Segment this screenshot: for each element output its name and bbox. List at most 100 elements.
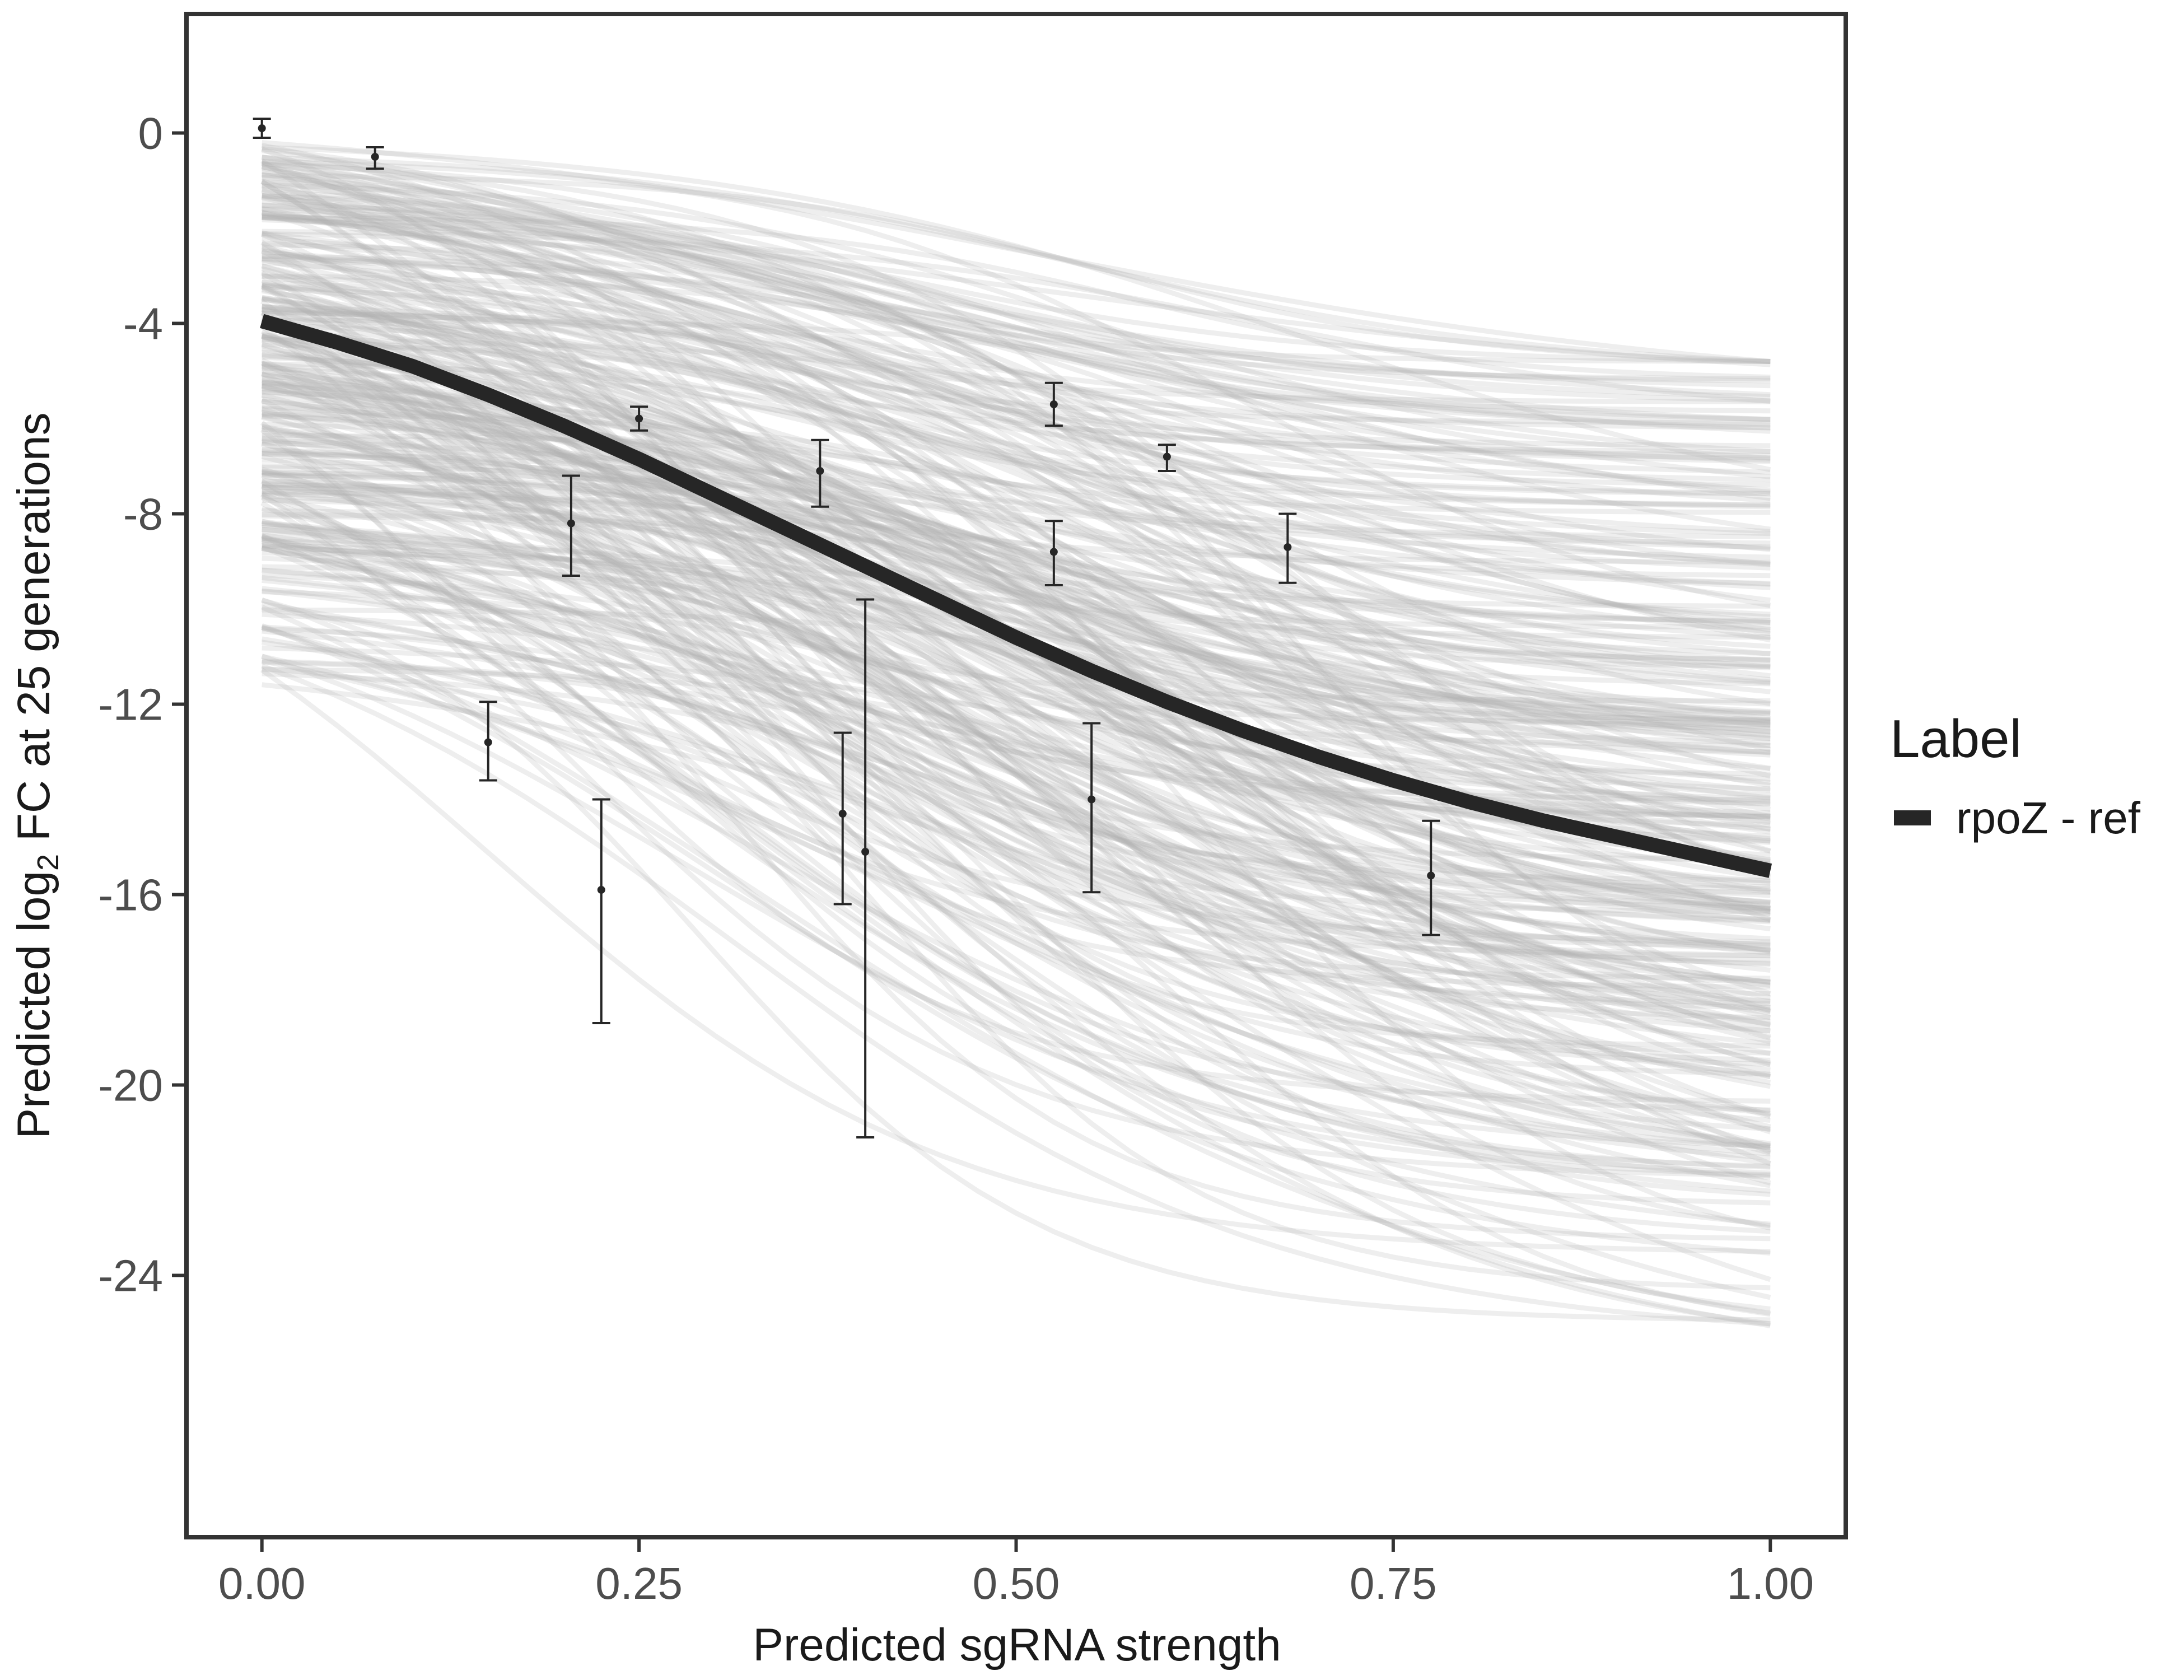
posterior-draw-line bbox=[262, 215, 1771, 479]
posterior-draw-line bbox=[261, 454, 1771, 1161]
posterior-draw-line bbox=[260, 544, 1771, 1328]
posterior-draw-line bbox=[261, 278, 1771, 807]
posterior-draw-line bbox=[262, 482, 1771, 911]
posterior-draw-line bbox=[262, 513, 1771, 1056]
posterior-draw-line bbox=[260, 158, 1771, 832]
posterior-draw-line bbox=[261, 361, 1771, 755]
posterior-draw-line bbox=[261, 346, 1771, 1020]
posterior-draw-line bbox=[260, 316, 1771, 892]
posterior-draw-line bbox=[262, 231, 1771, 1014]
data-point bbox=[811, 438, 829, 508]
posterior-draw-line bbox=[261, 206, 1771, 449]
posterior-draw-line bbox=[262, 628, 1771, 1156]
posterior-draw-line bbox=[262, 412, 1771, 843]
posterior-draw-line bbox=[262, 519, 1771, 1291]
posterior-draw-line bbox=[262, 295, 1771, 741]
posterior-draw-line bbox=[262, 353, 1771, 914]
x-tick-label: 1.00 bbox=[1726, 1558, 1814, 1608]
posterior-draw-line bbox=[262, 612, 1771, 1015]
point-marker bbox=[567, 519, 575, 528]
x-tick-label: 0.75 bbox=[1350, 1558, 1437, 1608]
data-point bbox=[1082, 722, 1101, 894]
posterior-draw-line bbox=[262, 256, 1771, 863]
posterior-draw-line bbox=[260, 398, 1771, 1024]
posterior-draw-line bbox=[260, 282, 1771, 956]
posterior-draw-line bbox=[262, 273, 1771, 932]
posterior-draw-line bbox=[261, 333, 1771, 895]
point-marker bbox=[816, 467, 824, 475]
posterior-draw-line bbox=[262, 213, 1771, 706]
posterior-draw-line bbox=[262, 393, 1771, 985]
posterior-draw-line bbox=[262, 472, 1771, 727]
posterior-draw-line bbox=[260, 484, 1771, 1178]
posterior-draw-line bbox=[262, 550, 1771, 824]
data-point bbox=[592, 798, 610, 1024]
posterior-draw-line bbox=[261, 343, 1771, 984]
posterior-draw-line bbox=[261, 426, 1771, 1186]
posterior-draw-line bbox=[262, 236, 1771, 501]
posterior-draw-line bbox=[262, 184, 1771, 668]
posterior-draw-line bbox=[262, 155, 1771, 381]
posterior-draw-line bbox=[262, 526, 1771, 988]
posterior-draw-line bbox=[261, 545, 1771, 1006]
posterior-draw-line bbox=[262, 512, 1771, 670]
posterior-draw-line bbox=[261, 383, 1771, 958]
posterior-draw-line bbox=[261, 263, 1771, 911]
posterior-draw-line bbox=[262, 210, 1771, 399]
posterior-draw-line bbox=[262, 144, 1771, 473]
posterior-draw-line bbox=[262, 155, 1771, 364]
posterior-draw-line bbox=[262, 318, 1771, 493]
posterior-draw-line bbox=[262, 255, 1771, 422]
posterior-draw-line bbox=[261, 441, 1771, 725]
posterior-draw-line bbox=[260, 240, 1771, 862]
posterior-draw-line bbox=[262, 193, 1771, 879]
posterior-draw-line bbox=[262, 659, 1771, 1317]
posterior-draw-line bbox=[262, 310, 1771, 643]
point-marker bbox=[371, 153, 379, 161]
posterior-draw-line bbox=[262, 318, 1771, 551]
posterior-draw-line bbox=[261, 415, 1771, 907]
posterior-draw-line bbox=[260, 501, 1771, 1180]
posterior-draw-line bbox=[260, 249, 1771, 640]
fit-line-rpoz-ref bbox=[260, 314, 1772, 878]
posterior-draw-line bbox=[262, 413, 1771, 954]
point-marker bbox=[1049, 400, 1058, 408]
point-marker bbox=[1088, 795, 1096, 804]
posterior-draw-line bbox=[261, 410, 1771, 1170]
posterior-draw-line bbox=[261, 493, 1771, 782]
y-axis-title-suffix: FC at 25 generations bbox=[8, 412, 59, 854]
posterior-draw-line bbox=[262, 304, 1771, 752]
posterior-draw-line bbox=[261, 209, 1771, 728]
posterior-draw-line bbox=[261, 164, 1771, 923]
posterior-draw-line bbox=[261, 466, 1771, 1242]
point-marker bbox=[597, 886, 605, 894]
posterior-draw-line bbox=[261, 183, 1771, 431]
posterior-draw-line bbox=[262, 538, 1771, 725]
posterior-draw-line bbox=[262, 473, 1771, 954]
posterior-draw-line bbox=[261, 245, 1771, 963]
posterior-draw-line bbox=[261, 188, 1771, 464]
posterior-draw-line bbox=[261, 331, 1771, 1049]
posterior-draw-line bbox=[262, 624, 1771, 1197]
data-point bbox=[1158, 444, 1176, 472]
posterior-draw-line bbox=[262, 160, 1771, 670]
posterior-draw-line bbox=[262, 489, 1771, 1079]
posterior-draw-line bbox=[262, 384, 1771, 546]
posterior-draw-line bbox=[262, 426, 1771, 1149]
posterior-draw-line bbox=[261, 393, 1771, 1020]
posterior-draw-line bbox=[261, 473, 1771, 967]
posterior-draw-line bbox=[260, 284, 1771, 912]
posterior-draw-line bbox=[260, 668, 1771, 1254]
posterior-draw-line bbox=[262, 535, 1771, 694]
posterior-draw-line bbox=[261, 288, 1771, 458]
posterior-draw-line bbox=[262, 626, 1771, 953]
y-axis-title-prefix: Predicted log bbox=[8, 871, 59, 1139]
posterior-draw-line bbox=[262, 283, 1771, 475]
y-axis: 0 -4 -8 -12 -16 -20 -24 bbox=[98, 109, 184, 1301]
posterior-draw-line bbox=[262, 521, 1771, 1312]
posterior-draw-line bbox=[260, 360, 1771, 802]
posterior-draw-line bbox=[260, 533, 1771, 959]
posterior-draw-line bbox=[262, 281, 1771, 662]
posterior-draw-line bbox=[261, 545, 1771, 1282]
posterior-draw-line bbox=[261, 407, 1771, 925]
